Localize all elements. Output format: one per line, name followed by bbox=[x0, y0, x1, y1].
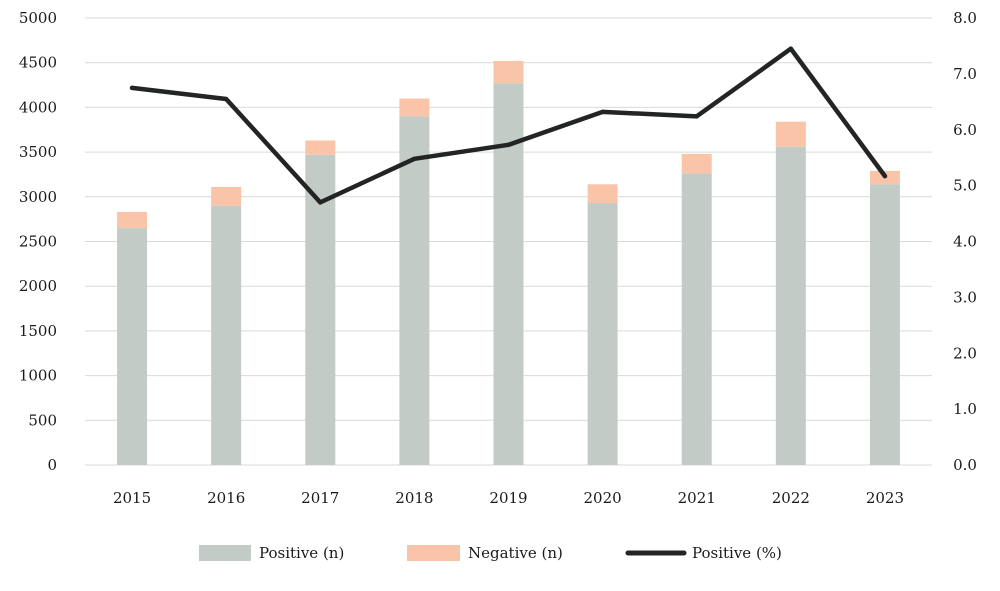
y-left-tick-label: 5000 bbox=[19, 9, 57, 27]
line-point-2021 bbox=[694, 114, 699, 119]
legend: Positive (n) Negative (n) Positive (%) bbox=[199, 544, 782, 562]
bar-positive-2023 bbox=[869, 184, 900, 465]
line-point-2015 bbox=[129, 85, 135, 91]
x-tick-label: 2019 bbox=[489, 489, 527, 507]
bars bbox=[117, 60, 900, 466]
bar-negative-2017 bbox=[305, 140, 336, 155]
line-point-2018 bbox=[412, 156, 417, 162]
x-tick-label: 2018 bbox=[395, 489, 433, 507]
x-tick-label: 2016 bbox=[207, 489, 245, 507]
bar-negative-2020 bbox=[587, 184, 618, 204]
y-left-tick-label: 2500 bbox=[19, 233, 57, 251]
y-left-tick-label: 3000 bbox=[19, 188, 57, 206]
y-left-tick-label: 0 bbox=[47, 456, 57, 474]
bar-positive-2017 bbox=[305, 154, 336, 466]
y-left-tick-label: 2000 bbox=[19, 277, 57, 295]
y-left-tick-label: 4000 bbox=[19, 98, 57, 116]
y-right-tick-label: 1.0 bbox=[953, 400, 977, 418]
legend-swatch-positive-n bbox=[199, 545, 251, 561]
line-point-2017 bbox=[318, 200, 323, 205]
line-point-2023 bbox=[882, 173, 888, 179]
y-right-tick-label: 6.0 bbox=[953, 121, 977, 139]
x-tick-label: 2017 bbox=[301, 489, 339, 507]
axes: 0 500 1000 1500 2000 2500 3000 3500 4000 4500 5000… bbox=[19, 9, 977, 507]
line-point-2020 bbox=[600, 109, 605, 115]
legend-label-positive-pct: Positive (%) bbox=[692, 544, 782, 562]
line-series bbox=[129, 46, 888, 205]
bar-negative-2018 bbox=[399, 98, 430, 117]
y-left-tick-label: 500 bbox=[28, 411, 57, 429]
bar-positive-2018 bbox=[399, 116, 430, 465]
y-right-tick-label: 8.0 bbox=[953, 9, 977, 27]
y-right-tick-label: 3.0 bbox=[953, 288, 977, 306]
bar-negative-2021 bbox=[681, 153, 712, 174]
line-point-2022 bbox=[788, 46, 794, 51]
y-left-tick-label: 1000 bbox=[19, 367, 57, 385]
bar-negative-2016 bbox=[211, 186, 242, 206]
y-right-tick-label: 7.0 bbox=[953, 65, 977, 83]
bar-negative-2019 bbox=[493, 60, 524, 84]
legend-label-positive-n: Positive (n) bbox=[259, 544, 344, 562]
x-tick-label: 2022 bbox=[772, 489, 810, 507]
legend-label-negative-n: Negative (n) bbox=[468, 544, 563, 562]
bar-positive-2016 bbox=[211, 205, 242, 466]
bar-negative-2022 bbox=[775, 121, 806, 147]
x-tick-label: 2023 bbox=[866, 489, 904, 507]
y-left-tick-label: 4500 bbox=[19, 54, 57, 72]
line-point-2019 bbox=[506, 142, 511, 148]
y-right-tick-label: 5.0 bbox=[953, 177, 977, 195]
y-right-tick-label: 2.0 bbox=[953, 344, 977, 362]
bar-positive-2015 bbox=[117, 228, 148, 465]
bar-positive-2022 bbox=[775, 146, 806, 465]
bar-positive-2021 bbox=[681, 173, 712, 465]
line-point-2016 bbox=[223, 96, 229, 102]
x-tick-label: 2020 bbox=[584, 489, 622, 507]
y-left-tick-label: 3500 bbox=[19, 143, 57, 161]
y-left-tick-label: 1500 bbox=[19, 322, 57, 340]
bar-positive-2020 bbox=[587, 203, 618, 466]
x-tick-label: 2015 bbox=[113, 489, 151, 507]
legend-swatch-negative-n bbox=[407, 545, 460, 561]
bar-negative-2015 bbox=[117, 211, 148, 229]
y-right-tick-label: 4.0 bbox=[953, 233, 977, 251]
x-tick-label: 2021 bbox=[678, 489, 716, 507]
y-right-tick-label: 0.0 bbox=[953, 456, 977, 474]
